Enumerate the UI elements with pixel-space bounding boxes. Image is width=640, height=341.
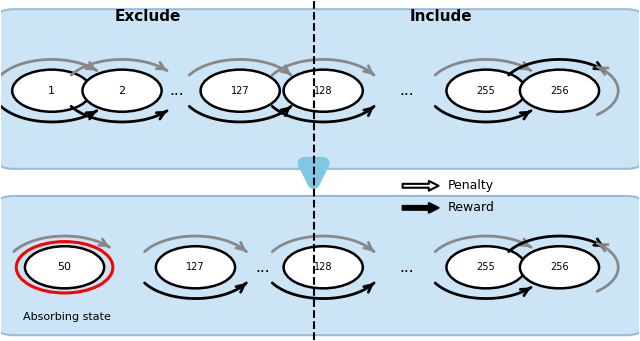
Text: 128: 128 — [314, 262, 332, 272]
Text: 2: 2 — [118, 86, 125, 96]
Text: 255: 255 — [477, 86, 495, 96]
Circle shape — [447, 246, 525, 288]
Text: 127: 127 — [231, 86, 250, 96]
Text: Reward: Reward — [448, 201, 495, 214]
Text: ...: ... — [399, 260, 413, 275]
Text: 256: 256 — [550, 262, 569, 272]
Circle shape — [447, 70, 525, 112]
Text: 128: 128 — [314, 86, 332, 96]
Text: 255: 255 — [477, 262, 495, 272]
Circle shape — [520, 246, 599, 288]
Circle shape — [25, 246, 104, 288]
Circle shape — [520, 70, 599, 112]
Circle shape — [12, 70, 92, 112]
Text: Exclude: Exclude — [115, 9, 180, 24]
Circle shape — [156, 246, 235, 288]
Circle shape — [83, 70, 162, 112]
Circle shape — [284, 246, 363, 288]
Circle shape — [200, 70, 280, 112]
FancyBboxPatch shape — [0, 9, 640, 169]
Text: 256: 256 — [550, 86, 569, 96]
FancyBboxPatch shape — [0, 196, 640, 335]
Text: ...: ... — [169, 83, 184, 98]
Text: ...: ... — [255, 260, 270, 275]
Circle shape — [284, 70, 363, 112]
Text: Penalty: Penalty — [448, 179, 494, 192]
Text: Absorbing state: Absorbing state — [23, 312, 111, 322]
Text: ...: ... — [399, 83, 413, 98]
Text: 127: 127 — [186, 262, 205, 272]
Text: 1: 1 — [48, 86, 55, 96]
Text: Include: Include — [410, 9, 473, 24]
Text: 50: 50 — [58, 262, 72, 272]
